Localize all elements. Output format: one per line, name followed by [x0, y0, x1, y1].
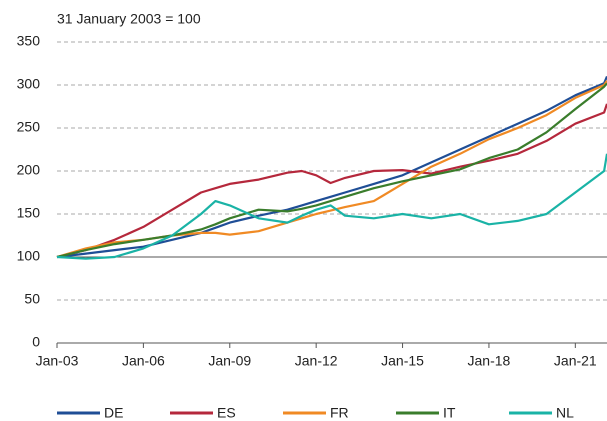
legend-label: DE	[104, 405, 123, 421]
chart-subtitle: 31 January 2003 = 100	[57, 11, 201, 27]
legend-label: IT	[443, 405, 456, 421]
series-line	[56, 80, 607, 259]
x-tick-label: Jan-06	[122, 353, 165, 369]
y-tick-label: 150	[17, 205, 41, 221]
x-tick-label: Jan-09	[208, 353, 251, 369]
series-line	[56, 153, 607, 260]
y-tick-label: 350	[17, 33, 41, 49]
y-tick-label: 200	[17, 162, 41, 178]
x-tick-label: Jan-21	[554, 353, 597, 369]
y-tick-label: 300	[17, 76, 41, 92]
series-line	[56, 103, 607, 259]
legend-label: NL	[556, 405, 574, 421]
legend-label: ES	[217, 405, 236, 421]
series-line	[56, 82, 607, 259]
x-tick-label: Jan-12	[295, 353, 338, 369]
y-tick-label: 250	[17, 119, 41, 135]
x-tick-label: Jan-15	[381, 353, 424, 369]
series-line	[56, 75, 607, 259]
x-tick-label: Jan-03	[36, 353, 79, 369]
y-tick-label: 50	[24, 291, 40, 307]
y-tick-label: 100	[17, 248, 41, 264]
x-tick-label: Jan-18	[468, 353, 511, 369]
legend-label: FR	[330, 405, 349, 421]
y-tick-label: 0	[32, 334, 40, 350]
